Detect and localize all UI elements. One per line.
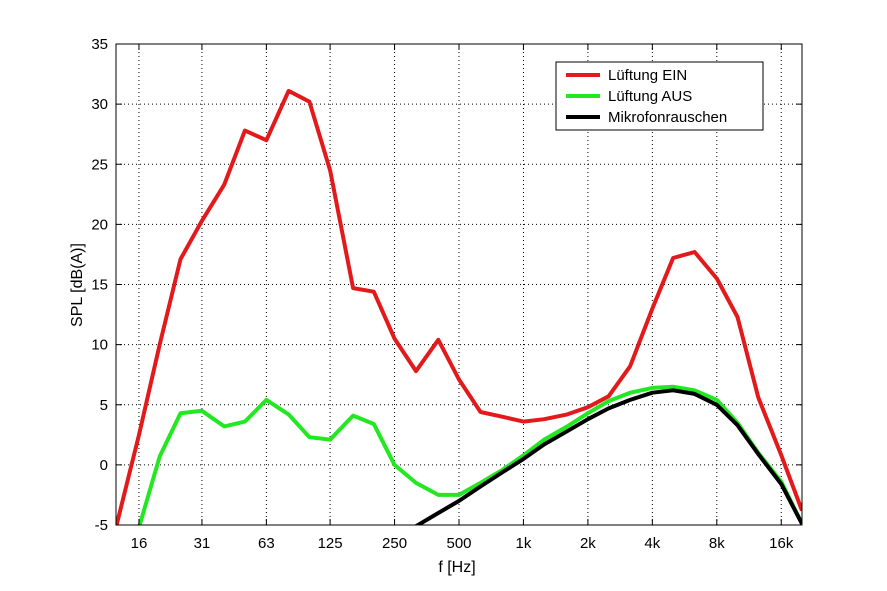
axis-ticks [116,43,802,526]
y-tick-label: 35 [91,36,108,53]
y-tick-label: 25 [91,156,108,173]
x-axis-label: f [Hz] [438,559,475,576]
series-lines [116,88,802,525]
x-tick-label: 250 [382,535,407,552]
x-tick-label: 125 [318,535,343,552]
x-tick-label: 16 [131,535,148,552]
series-line-mikrofonrauschen [414,388,802,525]
y-tick-label: -5 [95,517,108,534]
legend-label-mikrofonrauschen: Mikrofonrauschen [608,109,727,126]
y-axis-tick-labels: -5 0 5 10 15 20 25 30 35 [91,36,108,534]
y-axis-label: SPL [dB(A)] [69,243,86,327]
series-line-luftung-aus [137,384,802,525]
x-tick-label: 500 [446,535,471,552]
y-tick-label: 5 [100,397,108,414]
x-tick-label: 16k [769,535,794,552]
x-tick-label: 1k [516,535,532,552]
y-tick-label: 20 [91,216,108,233]
y-tick-label: 15 [91,277,108,294]
x-tick-label: 2k [580,535,596,552]
legend-label-luftung-ein: Lüftung EIN [608,67,687,84]
x-tick-label: 31 [194,535,211,552]
legend: Lüftung EIN Lüftung AUS Mikrofonrauschen [555,61,764,131]
x-tick-label: 4k [644,535,660,552]
x-tick-label: 8k [709,535,725,552]
y-tick-label: 10 [91,337,108,354]
x-axis-tick-labels: 16 31 63 125 250 500 1k 2k 4k 8k 16k [131,535,794,552]
legend-label-luftung-aus: Lüftung AUS [608,88,692,105]
x-tick-label: 63 [258,535,275,552]
series-line-luftung-ein [116,88,802,525]
y-tick-label: 0 [100,457,108,474]
y-tick-label: 30 [91,96,108,113]
